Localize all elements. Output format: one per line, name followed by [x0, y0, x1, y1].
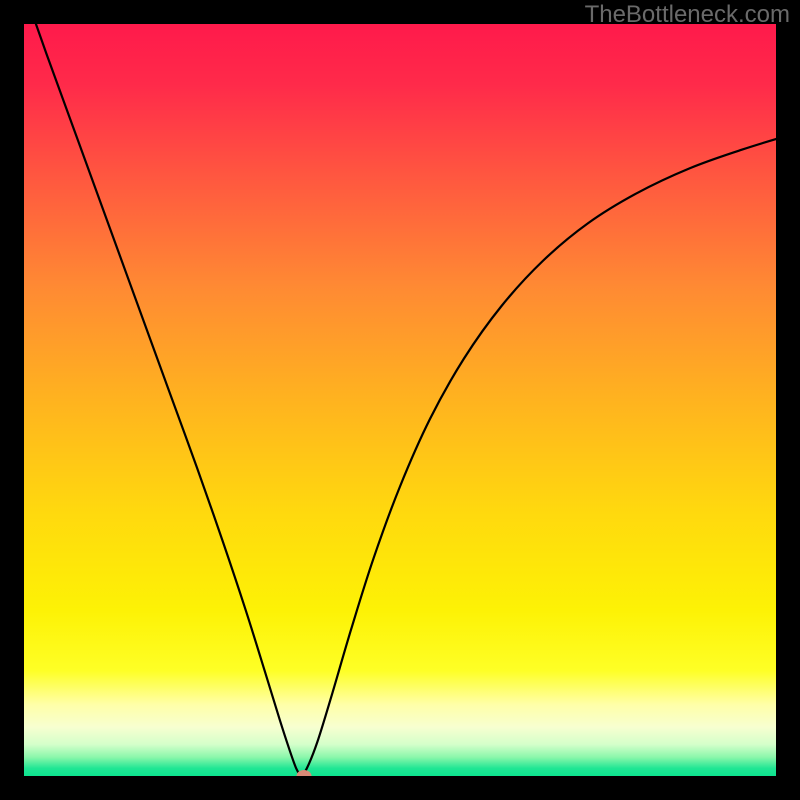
curve-left-branch	[24, 24, 301, 776]
curve-right-branch	[301, 137, 776, 776]
bottleneck-curve	[24, 24, 776, 776]
optimum-marker	[296, 770, 311, 776]
plot-area	[24, 24, 776, 776]
watermark-text: TheBottleneck.com	[585, 1, 790, 29]
